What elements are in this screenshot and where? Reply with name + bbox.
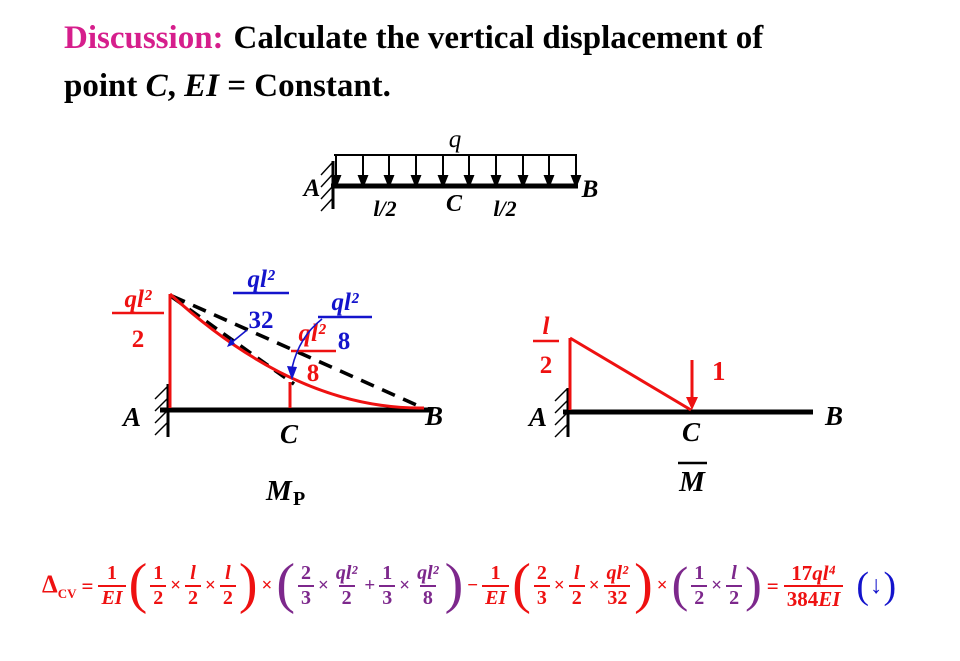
mp-frac-chord: ql² 8 xyxy=(318,289,372,355)
svg-text:32: 32 xyxy=(249,307,274,334)
mbar-diagonal xyxy=(569,336,692,412)
one-over-ei-1: 1 EI xyxy=(98,563,126,609)
unit-load-arrow xyxy=(686,360,698,410)
mbar-label-a: A xyxy=(527,402,547,432)
svg-text:2: 2 xyxy=(540,352,553,379)
svg-text:ql²: ql² xyxy=(248,266,275,293)
support-hatch xyxy=(320,162,333,212)
mbar-frac-a: l 2 xyxy=(533,313,559,379)
mbar-label-b: B xyxy=(824,401,843,431)
svg-text:ql²: ql² xyxy=(332,289,359,316)
mp-arrow-mid xyxy=(227,329,248,347)
mbar-caption: M xyxy=(678,461,707,498)
title-text-1: Calculate the vertical displacement of xyxy=(233,20,764,56)
mp-support-hatch xyxy=(154,386,168,436)
mp-label-b: B xyxy=(424,401,443,431)
load-q-label: q xyxy=(449,126,462,153)
load-arrows xyxy=(330,156,582,189)
mp-label-c: C xyxy=(280,419,299,449)
svg-text:P: P xyxy=(293,488,305,510)
slide-title: Discussion: Calculate the vertical displa… xyxy=(64,14,904,110)
delta-cv-symbol: ΔCV xyxy=(42,570,77,601)
mp-arrow-c xyxy=(287,318,323,380)
mbar-figure: 1 l 2 A B C M xyxy=(527,313,843,498)
svg-text:ql²: ql² xyxy=(125,286,152,313)
down-arrow-icon: ↓ xyxy=(870,572,883,599)
beam-dim-left: l/2 xyxy=(373,196,396,221)
title-line-1: Discussion: Calculate the vertical displa… xyxy=(64,14,904,62)
svg-text:M: M xyxy=(265,475,293,507)
downward-direction-note: ( ↓ ) xyxy=(856,565,897,607)
svg-text:ql²: ql² xyxy=(299,320,326,347)
beam-label-b: B xyxy=(581,176,599,203)
beam-label-a: A xyxy=(302,175,321,202)
mp-frac-mid: ql² 32 xyxy=(233,266,289,334)
mp-frac-a: ql² 2 xyxy=(112,286,164,353)
beam-dim-right: l/2 xyxy=(493,196,516,221)
mbar-label-c: C xyxy=(682,417,701,447)
ei-symbol: EI xyxy=(184,68,219,104)
mp-parabola xyxy=(168,292,425,410)
one-over-ei-2: 1 EI xyxy=(482,563,510,609)
mp-caption: M P xyxy=(265,475,305,510)
mp-label-a: A xyxy=(121,402,141,432)
mp-frac-c: ql² 8 xyxy=(291,320,336,387)
beam-label-c: C xyxy=(446,191,463,217)
mbar-support-hatch xyxy=(554,388,568,438)
svg-text:l: l xyxy=(543,313,550,340)
title-line-2: point C, EI = Constant. xyxy=(64,68,391,104)
svg-text:8: 8 xyxy=(338,328,351,355)
result-fraction: 17ql⁴ 384EI xyxy=(783,562,844,610)
title-keyword: Discussion: xyxy=(64,20,224,56)
svg-text:M: M xyxy=(678,466,706,498)
svg-text:8: 8 xyxy=(307,360,320,387)
point-c-symbol: C xyxy=(145,68,168,104)
svg-text:2: 2 xyxy=(132,326,145,353)
mp-figure: ql² 2 ql² 32 ql² 8 ql² 8 xyxy=(112,266,443,510)
unit-load-label: 1 xyxy=(712,356,726,386)
beam-figure: q A B l/2 C l/2 xyxy=(302,126,599,221)
